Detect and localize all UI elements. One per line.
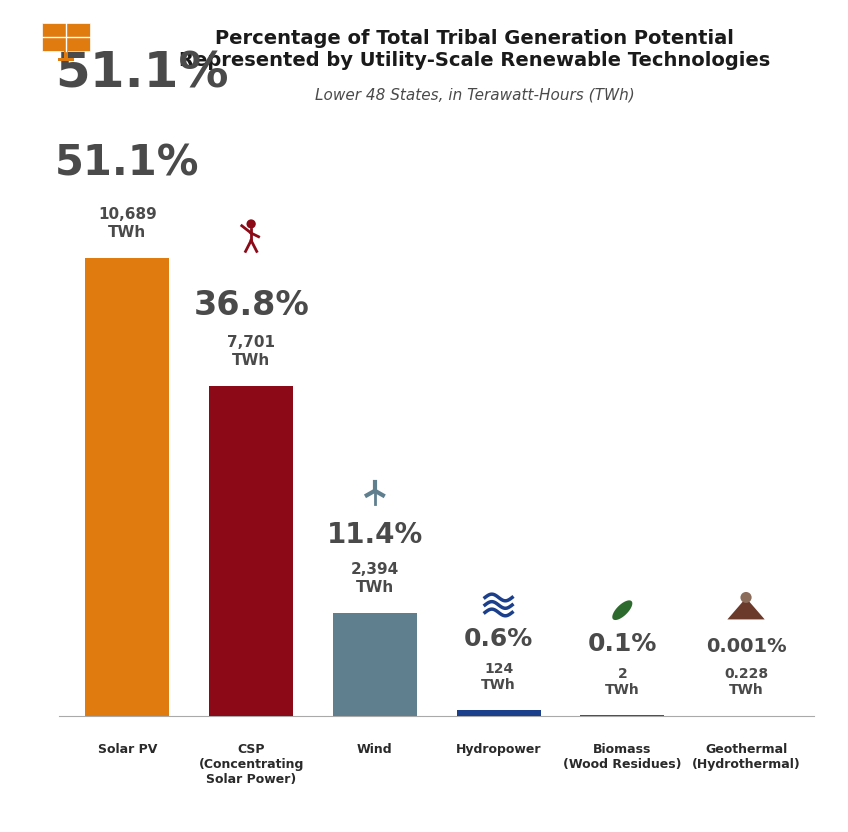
Text: 124
TWh: 124 TWh: [481, 661, 516, 692]
Text: CSP
(Concentrating
Solar Power): CSP (Concentrating Solar Power): [198, 743, 304, 786]
Text: 0.1%: 0.1%: [588, 632, 657, 656]
Bar: [456, 711, 541, 716]
Text: 7,701
TWh: 7,701 TWh: [227, 335, 275, 368]
Text: Solar PV: Solar PV: [98, 743, 157, 756]
Text: 0.001%: 0.001%: [706, 637, 786, 656]
Text: Percentage of Total Tribal Generation Potential
Represented by Utility-Scale Ren: Percentage of Total Tribal Generation Po…: [179, 29, 771, 70]
Text: 0.228
TWh: 0.228 TWh: [724, 667, 768, 697]
Text: 11.4%: 11.4%: [326, 521, 423, 549]
Text: 0.6%: 0.6%: [464, 626, 533, 651]
Text: Wind: Wind: [357, 743, 393, 756]
Bar: [332, 613, 417, 716]
Text: 10,689
TWh: 10,689 TWh: [98, 207, 157, 240]
Text: Biomass
(Wood Residues): Biomass (Wood Residues): [563, 743, 682, 771]
Bar: [209, 386, 293, 716]
Text: 51.1%: 51.1%: [55, 143, 199, 185]
Text: Geothermal
(Hydrothermal): Geothermal (Hydrothermal): [692, 743, 801, 771]
Text: Hydropower: Hydropower: [456, 743, 541, 756]
Text: 36.8%: 36.8%: [193, 289, 309, 322]
Text: 2
TWh: 2 TWh: [605, 667, 639, 697]
Text: 2,394
TWh: 2,394 TWh: [351, 562, 399, 595]
Bar: [86, 258, 170, 716]
Text: 51.1%: 51.1%: [55, 50, 229, 98]
Text: Lower 48 States, in Terawatt-Hours (TWh): Lower 48 States, in Terawatt-Hours (TWh): [315, 87, 635, 102]
